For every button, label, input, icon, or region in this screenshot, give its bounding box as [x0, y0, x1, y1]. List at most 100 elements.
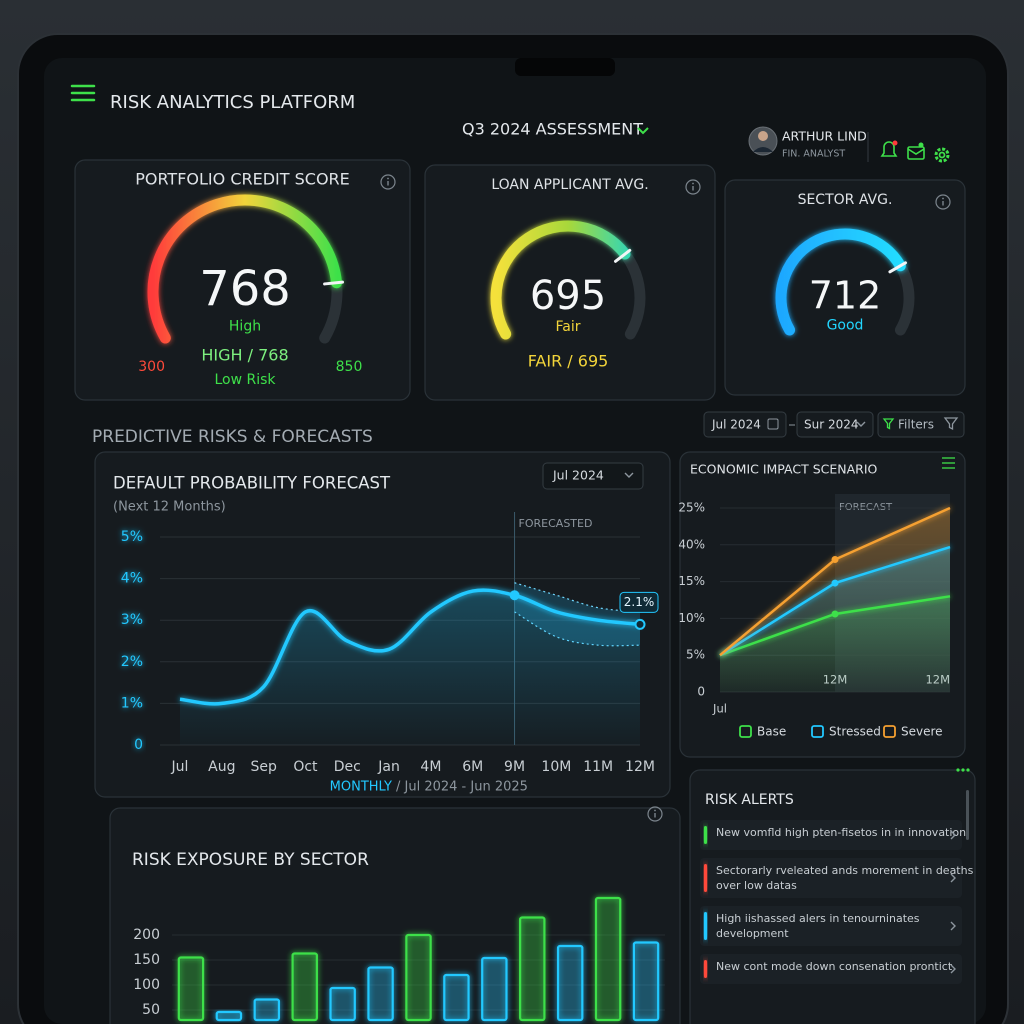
legend-swatch[interactable] — [739, 725, 752, 738]
gauge-arc — [490, 220, 631, 340]
bar — [519, 916, 546, 1022]
legend-label: Severe — [901, 725, 943, 739]
y-tick-label: 50 — [142, 1002, 160, 1018]
user-name: ARTHUR LIND — [782, 129, 867, 144]
gear-center — [938, 151, 946, 159]
legend-label: Base — [757, 725, 786, 739]
more-dot[interactable] — [966, 768, 970, 772]
chevron — [624, 472, 634, 478]
mail-shape — [907, 146, 925, 160]
chart-title: RISK EXPOSURE BY SECTOR — [132, 850, 369, 870]
point-marker — [831, 610, 839, 618]
alert-text: development — [716, 927, 789, 940]
gauge-status: FAIR / 695 — [528, 352, 609, 371]
bar — [329, 986, 356, 1022]
gauge-title: LOAN APPLICANT AVG. — [491, 177, 648, 193]
forecast-label: FORECASTED — [519, 517, 593, 530]
mail-badge — [918, 142, 924, 148]
x-tick-label: 12M — [625, 759, 655, 775]
alert-chevron — [950, 830, 956, 840]
info-icon[interactable] — [380, 174, 396, 190]
gauge-needle — [888, 261, 907, 274]
gauge-arc — [147, 194, 343, 344]
gauge-value: 695 — [530, 273, 606, 319]
chart-subtitle: (Next 12 Months) — [113, 500, 226, 515]
bar — [253, 998, 281, 1022]
gauge-title: SECTOR AVG. — [798, 192, 893, 208]
filters-button[interactable] — [877, 411, 965, 438]
gauge-value: 768 — [199, 261, 291, 317]
gauge-value: 712 — [809, 274, 882, 318]
chevron — [856, 421, 866, 427]
gauge-rating: Fair — [556, 319, 581, 335]
legend-label: Stressed — [829, 725, 881, 739]
date-to[interactable] — [796, 411, 874, 438]
menu-icon[interactable] — [70, 84, 96, 102]
period-select[interactable] — [542, 462, 644, 490]
info-icon[interactable] — [685, 179, 701, 195]
settings-icon[interactable] — [934, 147, 950, 163]
gauge-rating: High — [229, 319, 261, 335]
point-marker — [509, 590, 520, 601]
footer-range: / Jul 2024 - Jun 2025 — [396, 780, 528, 795]
y-tick-label: 5% — [686, 648, 705, 662]
x-tick-label: Oct — [293, 759, 318, 775]
alert-chevron — [950, 921, 956, 931]
alert-row[interactable] — [700, 858, 962, 898]
more-dot[interactable] — [961, 768, 965, 772]
alert-indicator — [704, 826, 707, 844]
bar — [291, 952, 318, 1022]
x-tick-label: 9M — [504, 759, 525, 775]
bar — [632, 941, 660, 1022]
gauge-note: Low Risk — [214, 372, 276, 388]
x-tick-label: 10M — [541, 759, 571, 775]
legend-swatch[interactable] — [883, 725, 896, 738]
y-tick-label: 1% — [121, 695, 143, 711]
alert-text: over low datas — [716, 879, 797, 892]
chart-title: DEFAULT PROBABILITY FORECAST — [113, 474, 391, 493]
legend-swatch[interactable] — [811, 725, 824, 738]
alert-row[interactable] — [700, 820, 962, 850]
mail-icon[interactable] — [907, 142, 925, 160]
alert-text: New cont mode down consenation prontict — [716, 960, 953, 973]
calendar-icon — [767, 418, 779, 430]
assessment-select[interactable]: Q3 2024 ASSESSMENT — [462, 120, 643, 139]
gauge-arc — [775, 228, 906, 336]
y-tick-label: 200 — [133, 927, 160, 943]
alert-chevron — [950, 873, 956, 883]
info-icon[interactable] — [647, 806, 663, 822]
x-tick-label: Jan — [377, 759, 400, 775]
scrollbar — [966, 790, 969, 840]
x-tick-label: Aug — [208, 759, 235, 775]
point-marker — [831, 556, 839, 564]
mail-flap — [907, 148, 925, 155]
info-dot — [692, 182, 694, 185]
section-title: PREDICTIVE RISKS & FORECASTS — [92, 427, 373, 447]
info-icon[interactable] — [935, 194, 951, 210]
alerts-title: RISK ALERTS — [705, 792, 794, 808]
point-marker — [831, 579, 839, 587]
y-tick-label: 3% — [121, 612, 143, 628]
y-tick-label: 25% — [678, 501, 705, 515]
alert-row[interactable] — [700, 954, 962, 984]
alert-text: Sectorarly rveleated ands morement in de… — [716, 864, 974, 877]
bar — [443, 973, 470, 1022]
bell-icon[interactable] — [880, 140, 898, 157]
camera-notch — [515, 58, 615, 76]
user-role: FIN. ANALYST — [782, 149, 845, 160]
filter-icon — [882, 418, 895, 430]
line-area — [180, 590, 640, 745]
alert-row[interactable] — [700, 906, 962, 946]
date-from[interactable] — [703, 411, 787, 438]
y-tick-label: 150 — [133, 952, 160, 968]
date-to-text: Sur 2024 — [804, 418, 859, 432]
info-dot — [654, 809, 656, 812]
alert-text: New vomfld high pten-fisetos in in innov… — [716, 826, 966, 839]
chart-title: ECONOMIC IMPACT SCENARIO — [690, 462, 878, 477]
gauge-needle — [323, 280, 345, 286]
more-dot[interactable] — [956, 768, 960, 772]
y-tick-label: 4% — [121, 571, 143, 587]
x-tick-label: 4M — [420, 759, 441, 775]
gauge-title: PORTFOLIO CREDIT SCORE — [135, 170, 350, 189]
y-tick-label: 15% — [678, 574, 705, 588]
